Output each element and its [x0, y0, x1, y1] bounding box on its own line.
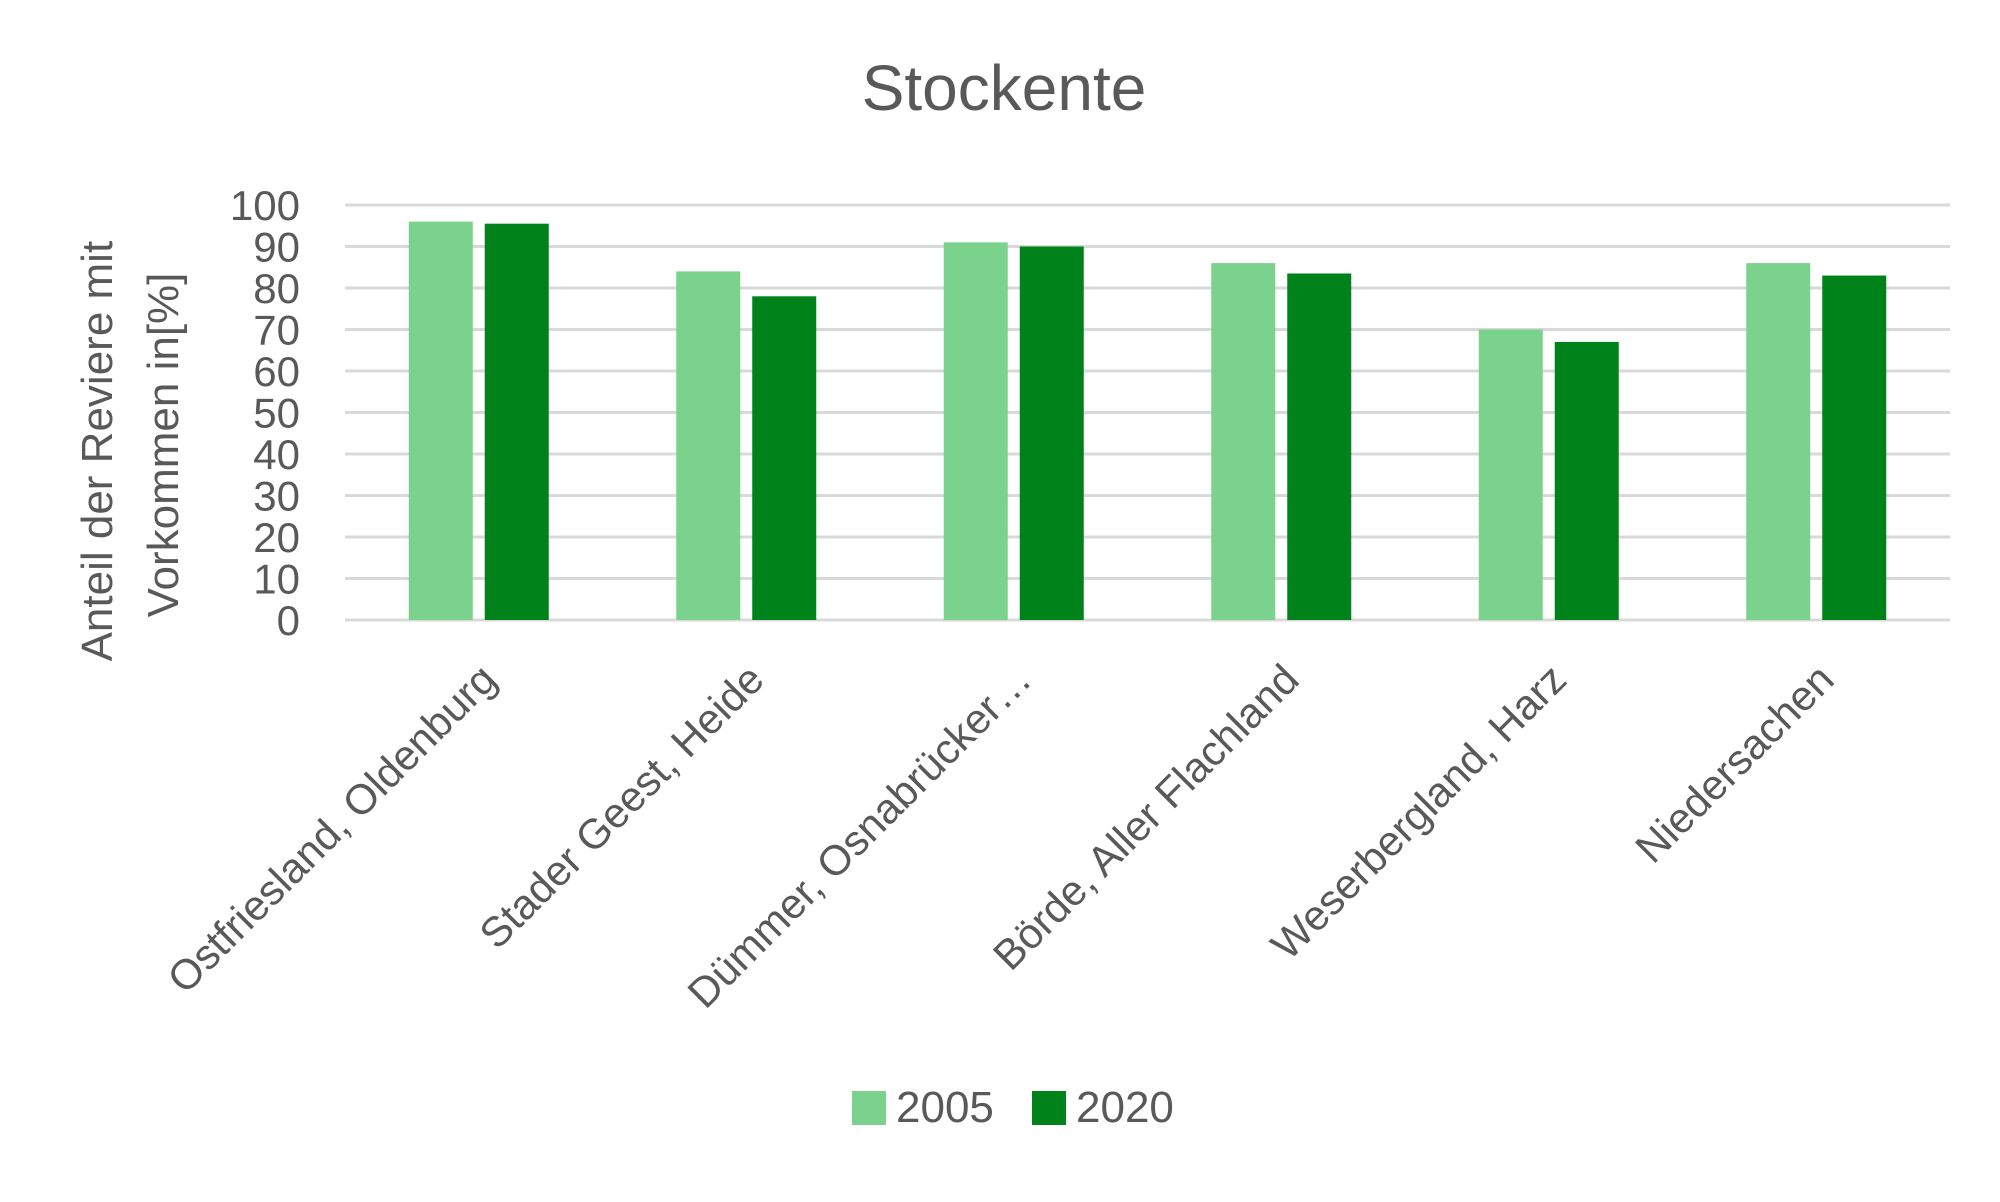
legend-label-2020: 2020 [1076, 1083, 1174, 1132]
y-tick-label: 20 [253, 514, 300, 561]
x-tick-label: Niedersachen [1626, 655, 1842, 871]
legend: 2005 2020 [852, 1083, 1174, 1132]
y-tick-label: 100 [230, 182, 300, 229]
y-tick-label: 90 [253, 224, 300, 271]
legend-swatch-2020 [1032, 1091, 1066, 1125]
y-tick-label: 50 [253, 390, 300, 437]
bars [408, 221, 1887, 621]
bar-2005-2 [676, 271, 741, 620]
gridlines [345, 203, 1950, 622]
bar-2020-2 [752, 296, 817, 620]
y-tick-label: 30 [253, 473, 300, 520]
y-tick-label: 0 [277, 597, 300, 644]
y-tick-label: 40 [253, 431, 300, 478]
bar-2020-1 [484, 223, 549, 621]
y-axis-label-line-1: Anteil der Reviere mit [73, 241, 122, 662]
chart-title: Stockente [862, 52, 1147, 124]
bar-2020-5 [1554, 341, 1619, 620]
x-tick-label: Börde, Aller Flachland [984, 655, 1308, 979]
y-tick-label: 70 [253, 307, 300, 354]
y-axis-label-line-2: Vorkommen in[%] [139, 273, 188, 618]
x-tick-label: Weserbergland, Harz [1262, 655, 1575, 968]
legend-label-2005: 2005 [896, 1083, 994, 1132]
y-tick-label: 60 [253, 348, 300, 395]
bar-2005-4 [1211, 263, 1276, 620]
bar-2005-6 [1746, 263, 1811, 620]
y-axis-label: Anteil der Reviere mit Vorkommen in[%] [73, 229, 188, 662]
x-tick-label: Stader Geest, Heide [470, 655, 772, 957]
bar-2020-3 [1019, 246, 1084, 620]
legend-swatch-2005 [852, 1091, 886, 1125]
bar-2005-1 [408, 221, 473, 620]
bar-2005-5 [1478, 329, 1543, 620]
y-tick-label: 80 [253, 265, 300, 312]
bar-2020-6 [1822, 275, 1887, 620]
y-tick-label: 10 [253, 556, 300, 603]
x-tick-label: Ostfriesland, Oldenburg [158, 655, 505, 1002]
bar-2020-4 [1287, 273, 1352, 620]
bar-2005-3 [943, 242, 1008, 620]
